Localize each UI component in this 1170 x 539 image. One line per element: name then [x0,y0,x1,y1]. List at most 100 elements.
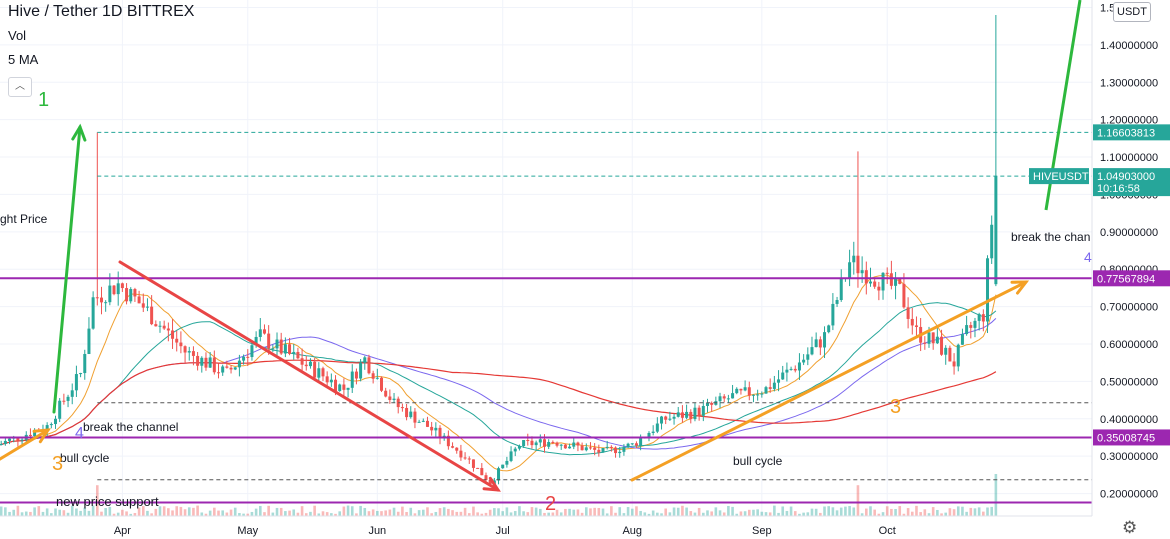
volume-bar [162,506,166,516]
volume-bar [467,513,471,516]
candle-body [944,347,948,355]
candle-body [342,384,346,390]
drawings [0,0,1082,492]
volume-bar [426,507,429,516]
y-tick-label: 0.40000000 [1100,414,1158,426]
volume-bar [70,505,74,516]
candle-body [133,289,137,297]
candle-body [212,357,216,373]
candle-body [889,273,893,286]
volume-bar [676,507,680,516]
volume-bar [685,507,688,516]
x-tick-label: Jul [496,525,510,537]
candle-body [451,446,455,448]
volume-bar [83,507,87,516]
volume-bar [923,509,927,516]
candle-body [225,366,229,368]
volume-bar [91,505,95,516]
volume-bar [476,512,479,516]
candle-body [672,416,676,419]
chart-annotation: 1 [38,89,49,111]
candle-body [104,302,108,304]
candle-body [8,438,12,441]
volume-bar [187,507,191,516]
candle-body [187,351,191,353]
volume-bar [793,511,797,516]
volume-bar [915,505,918,516]
candle-body [597,449,601,453]
candle-body [421,420,425,422]
candle-body [488,479,492,485]
volume-bar [296,512,300,516]
volume-indicator-label[interactable]: Vol [8,28,27,43]
candle-body [58,400,62,419]
candle-body [797,362,801,371]
candle-body [325,376,329,383]
volume-bar [777,512,780,516]
volume-bar [601,508,605,516]
gear-icon[interactable]: ⚙ [1122,518,1138,537]
candle-body [994,176,998,285]
candle-body [108,285,112,303]
y-tick-label: 1.5 [1100,2,1115,14]
candle-body [902,283,906,308]
volume-bar [534,507,538,516]
horizontal-levels [0,131,1092,504]
volume-bar [994,474,998,516]
candle-body [651,431,655,433]
volume-bar [200,512,204,516]
volume-bar [263,512,266,516]
volume-bar [539,508,542,516]
candle-body [931,332,935,344]
candle-body [283,344,287,354]
candle-body [710,402,714,405]
candle-body [768,387,772,389]
y-tick-label: 0.30000000 [1100,451,1158,463]
chart-annotation: bull cycle [733,454,783,468]
volume-bar [965,511,968,516]
candle-body [823,332,827,348]
volume-bar [747,509,751,516]
candle-body [509,451,513,461]
volume-bar [409,507,413,516]
candle-body [760,393,764,395]
candle-body [680,412,684,418]
volume-bar [350,506,354,516]
volume-bar [58,509,61,516]
volume-bar [8,511,11,516]
volume-bar [894,509,897,516]
volume-bar [584,507,588,516]
chart-annotation: ght Price [0,212,48,226]
candle-body [735,388,739,394]
candle-body [16,436,20,441]
volume-bar [898,506,902,516]
volume-bar [948,508,952,516]
candle-body [304,364,308,367]
candle-body [171,330,175,339]
green-arrow-head [71,123,87,142]
candle-body [777,379,781,383]
volume-bar [518,506,521,516]
candle-body [396,398,400,408]
chevron-up-icon[interactable]: ︿ [8,77,32,97]
volume-bar [238,513,241,516]
candle-body [885,272,889,274]
candle-body [288,344,292,354]
currency-button[interactable]: USDT [1113,2,1151,22]
candle-body [438,427,442,439]
candle-body [242,356,246,361]
candle-body [935,336,939,344]
volume-bar [927,513,931,516]
volume-bar [250,511,254,516]
price-label [1093,124,1170,141]
chart-annotation: 3 [890,396,901,418]
volume-bar [208,510,212,516]
candle-body [584,447,588,451]
candle-body [467,458,471,460]
volume-bar [104,508,107,516]
volume-bar [910,511,914,516]
candle-body [267,333,271,349]
ma-indicator-label[interactable]: 5 MA [8,52,39,67]
volume-bar [246,513,250,516]
